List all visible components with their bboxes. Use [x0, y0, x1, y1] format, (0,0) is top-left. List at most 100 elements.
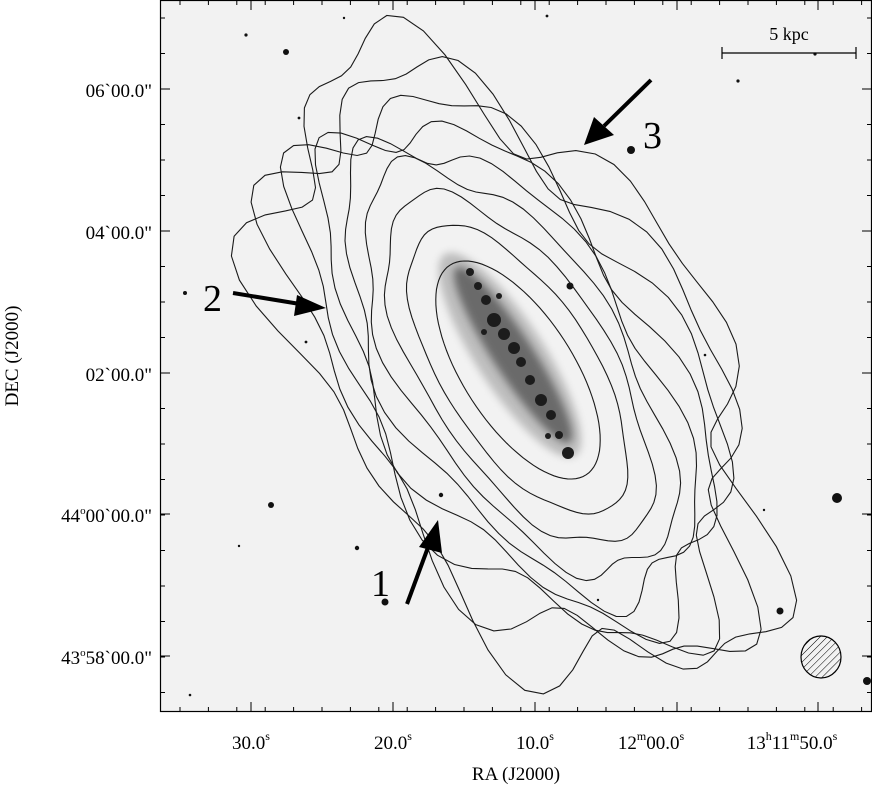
star-marker: [776, 607, 784, 615]
hii-region: [474, 282, 482, 290]
x-tick-sup: s: [833, 729, 838, 743]
y-tick-deg: 44: [61, 506, 81, 527]
star-marker: [762, 508, 766, 512]
y-tick-rest: 02`00.0": [86, 365, 152, 386]
hii-region: [546, 410, 556, 420]
annotation-arrows: 1 2 3: [203, 78, 662, 605]
y-axis-title: DEC (J2000): [2, 306, 23, 407]
star-marker: [342, 16, 346, 20]
x-tick-sup: s: [549, 729, 554, 743]
arrow-1-head: [419, 520, 442, 553]
star-marker: [832, 493, 842, 503]
star-marker: [354, 545, 360, 551]
x-tick-main: 20.0: [374, 733, 407, 754]
star-marker: [381, 598, 389, 606]
star-marker: [627, 146, 635, 154]
arrow-3-shaft: [602, 78, 653, 128]
star-marker: [268, 502, 274, 508]
hi-contour-level: [250, 56, 762, 658]
hii-region: [496, 293, 502, 299]
beam-ellipse: [800, 635, 842, 679]
x-tick-main: 30.0: [232, 733, 265, 754]
arrow-1: 1: [371, 520, 442, 605]
arrow-3-label: 3: [643, 115, 662, 157]
optical-galaxy: [438, 252, 582, 459]
galaxy-knots: [466, 268, 574, 459]
x-tick-label: 30.0s: [232, 729, 270, 754]
hi-contour-level: [314, 120, 718, 644]
y-tick-rest: 58`00.0": [86, 648, 152, 669]
x-tick-main: 10.0: [516, 733, 549, 754]
arrow-2-shaft: [232, 291, 301, 306]
y-tick-label: 44o00`00.0": [61, 505, 152, 527]
x-tick-sup: s: [679, 729, 684, 743]
scale-bar: 5 kpc: [721, 24, 857, 59]
star-marker: [183, 291, 187, 295]
hii-region: [466, 268, 474, 276]
scale-bar-label: 5 kpc: [769, 24, 809, 44]
x-tick-labels: 30.0s 20.0s 10.0s 12m00.0s 13h11m50.0s: [232, 729, 838, 754]
hii-region: [498, 328, 510, 340]
hii-region: [481, 329, 487, 335]
hi-contour-level: [435, 260, 601, 480]
star-marker: [188, 693, 192, 697]
x-tick-label: 13h11m50.0s: [747, 729, 838, 754]
star-marker: [545, 14, 549, 18]
hi-contour-level: [364, 155, 682, 582]
x-tick-main: 11: [772, 733, 790, 754]
star-marker: [237, 544, 241, 548]
star-marker: [566, 282, 574, 290]
y-tick-rest: 04`00.0": [86, 223, 152, 244]
arrow-1-label: 1: [371, 563, 390, 605]
hii-region: [555, 431, 563, 439]
x-tick-label: 20.0s: [374, 729, 412, 754]
x-tick-label: 10.0s: [516, 729, 554, 754]
y-tick-label: 04`00.0": [86, 223, 152, 244]
x-tick-sup: m: [637, 729, 647, 743]
x-tick-sup: s: [265, 729, 270, 743]
arrow-3-head: [584, 117, 614, 145]
degree-sign: o: [80, 647, 86, 659]
y-tick-deg: 43: [61, 648, 80, 669]
star-marker: [297, 116, 301, 120]
x-tick-sup: h: [766, 729, 772, 743]
y-tick-label: 06`00.0": [86, 81, 152, 102]
hi-contour-level: [230, 14, 798, 695]
arrow-2-head: [294, 295, 326, 316]
star-marker: [283, 49, 289, 55]
axis-ticks: [160, 0, 872, 712]
hi-contour-level: [279, 94, 735, 656]
hi-contour-level: [383, 187, 657, 542]
hi-contour-level: [344, 136, 698, 618]
hi-contours: [230, 14, 798, 695]
hii-region: [508, 342, 520, 354]
hii-region: [481, 295, 491, 305]
field-stars: [183, 14, 871, 697]
x-tick-main: 12: [618, 733, 637, 754]
x-tick-sup: m: [790, 729, 800, 743]
star-marker: [863, 677, 871, 685]
hii-region: [545, 433, 551, 439]
star-marker: [304, 340, 308, 344]
degree-sign: o: [80, 505, 86, 517]
x-tick-label: 12m00.0s: [618, 729, 685, 754]
hi-contour-level: [405, 224, 629, 515]
star-marker: [438, 492, 444, 498]
hii-region: [487, 313, 501, 327]
hii-region: [525, 375, 535, 385]
x-tick-main: 50.0: [799, 733, 832, 754]
x-tick-sup: s: [407, 729, 412, 743]
arrow-3: 3: [584, 78, 662, 157]
star-marker: [596, 598, 600, 602]
arrow-1-shaft: [405, 541, 432, 605]
arrow-2: 2: [203, 278, 326, 320]
y-tick-label: 02`00.0": [86, 365, 152, 386]
arrow-2-label: 2: [203, 278, 222, 320]
y-tick-rest: 00`00.0": [86, 506, 152, 527]
x-axis-title: RA (J2000): [472, 764, 560, 785]
hii-region: [516, 357, 526, 367]
x-tick-main: 00.0: [646, 733, 679, 754]
y-tick-labels: 06`00.0" 04`00.0" 02`00.0" 44o00`00.0" 4…: [61, 81, 152, 669]
y-tick-rest: 06`00.0": [86, 81, 152, 102]
